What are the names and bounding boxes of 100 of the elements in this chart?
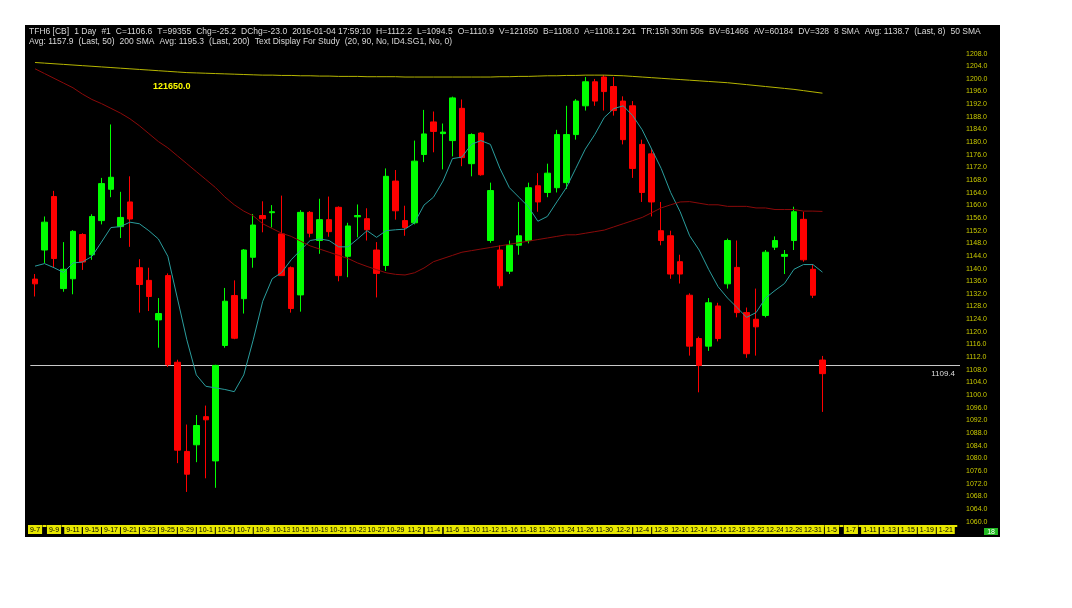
candlestick: [60, 241, 67, 293]
text: B=1108.0: [542, 26, 579, 36]
candlestick: [686, 292, 693, 357]
candlestick: [791, 206, 797, 251]
text: H=1112.2: [376, 26, 412, 36]
candlestick: [335, 205, 342, 282]
candlestick: [601, 74, 607, 112]
candlestick: [421, 109, 427, 163]
candlestick: [307, 210, 313, 238]
candlestick: [288, 265, 294, 314]
candlestick: [297, 209, 304, 313]
text: BV=61466: [708, 26, 749, 36]
text: 50 SMA: [950, 26, 981, 36]
candlestick: [373, 241, 380, 298]
text: T=99355: [157, 26, 192, 36]
candlestick: [781, 249, 788, 275]
candlestick: [677, 254, 683, 285]
candlestick: [810, 264, 816, 299]
candlestick: [724, 238, 731, 290]
candlestick: [32, 273, 38, 297]
candlestick: [79, 232, 86, 271]
annotation: 121650.0: [153, 81, 191, 91]
candlestick: [800, 211, 807, 263]
text: (Last, 50): [78, 36, 115, 46]
candlestick: [715, 302, 721, 342]
candlestick: [610, 76, 617, 117]
candlestick: [269, 204, 275, 229]
candlestick: [544, 163, 551, 198]
candlestick: [430, 111, 437, 153]
candlestick: [620, 95, 626, 145]
candlestick: [117, 191, 124, 239]
candlestick: [136, 258, 143, 314]
text: TR:15h 30m 50s: [641, 26, 704, 36]
candlestick: [440, 123, 446, 170]
text: O=1110.9: [457, 26, 494, 36]
ref-line-label: 1109.4: [931, 369, 956, 379]
candlestick: [193, 414, 200, 463]
candlestick: [51, 190, 57, 269]
candlestick: [250, 213, 256, 269]
candlestick: [819, 355, 826, 413]
candlestick: [762, 249, 769, 318]
candlestick: [241, 248, 247, 315]
candlestick: [89, 213, 95, 261]
candlestick: [70, 229, 76, 295]
text: 2016-01-04 17:59:10: [292, 26, 372, 36]
candlestick: [165, 272, 171, 368]
text: 200 SMA: [119, 36, 155, 46]
candlestick: [497, 244, 503, 290]
candlestick: [354, 203, 361, 238]
text: Text Display For Study: [254, 36, 340, 46]
candlestick: [212, 364, 219, 489]
text: (Last, 8): [914, 26, 946, 36]
candlestick: [658, 201, 664, 246]
candlestick: [772, 235, 778, 251]
candlestick: [411, 140, 418, 225]
text: Avg: 1195.3: [159, 36, 205, 46]
text: #1: [101, 26, 111, 36]
candlestick: [174, 359, 181, 464]
text: (20, 90, No, ID4.SG1, No, 0): [344, 36, 452, 46]
candlestick: [506, 240, 513, 275]
candlestick: [402, 205, 408, 237]
candlestick: [535, 172, 541, 213]
candlestick: [753, 288, 759, 357]
candlestick: [516, 201, 522, 256]
text: TFH6 [CB]: [29, 26, 70, 36]
candlestick: [743, 307, 750, 359]
text: V=121650: [498, 26, 538, 36]
text: 1 Day: [74, 26, 97, 36]
line-series: [34, 105, 823, 393]
candlestick: [478, 131, 484, 177]
text: AV=60184: [753, 26, 794, 36]
text: (Last, 200): [209, 36, 250, 46]
candlestick: [41, 215, 48, 264]
candlestick: [203, 405, 209, 479]
candlestick: [383, 167, 389, 272]
candlestick: [629, 100, 636, 179]
candlestick: [108, 123, 114, 198]
candlestick: [259, 200, 266, 233]
line-series: [34, 61, 823, 94]
text: L=1094.5: [416, 26, 453, 36]
candlestick: [648, 148, 655, 217]
candlestick: [696, 336, 702, 393]
candlestick: [392, 169, 399, 221]
candlestick: [278, 195, 285, 277]
candlestick: [316, 198, 323, 255]
candlestick: [146, 267, 152, 312]
candlestick: [592, 78, 598, 107]
candlestick: [525, 182, 532, 244]
candlestick: [222, 287, 228, 349]
candlestick: [459, 98, 465, 167]
candlestick: [231, 279, 238, 340]
text: Avg: 1157.9: [29, 36, 74, 46]
candlestick: [449, 96, 456, 157]
text: Avg: 1138.7: [864, 26, 910, 36]
candlestick: [639, 139, 645, 203]
candlestick: [364, 207, 370, 242]
candlestick: [487, 182, 494, 244]
text: A=1108.1 2x1: [583, 26, 637, 36]
candlestick: [98, 177, 105, 225]
candlestick: [184, 424, 190, 493]
